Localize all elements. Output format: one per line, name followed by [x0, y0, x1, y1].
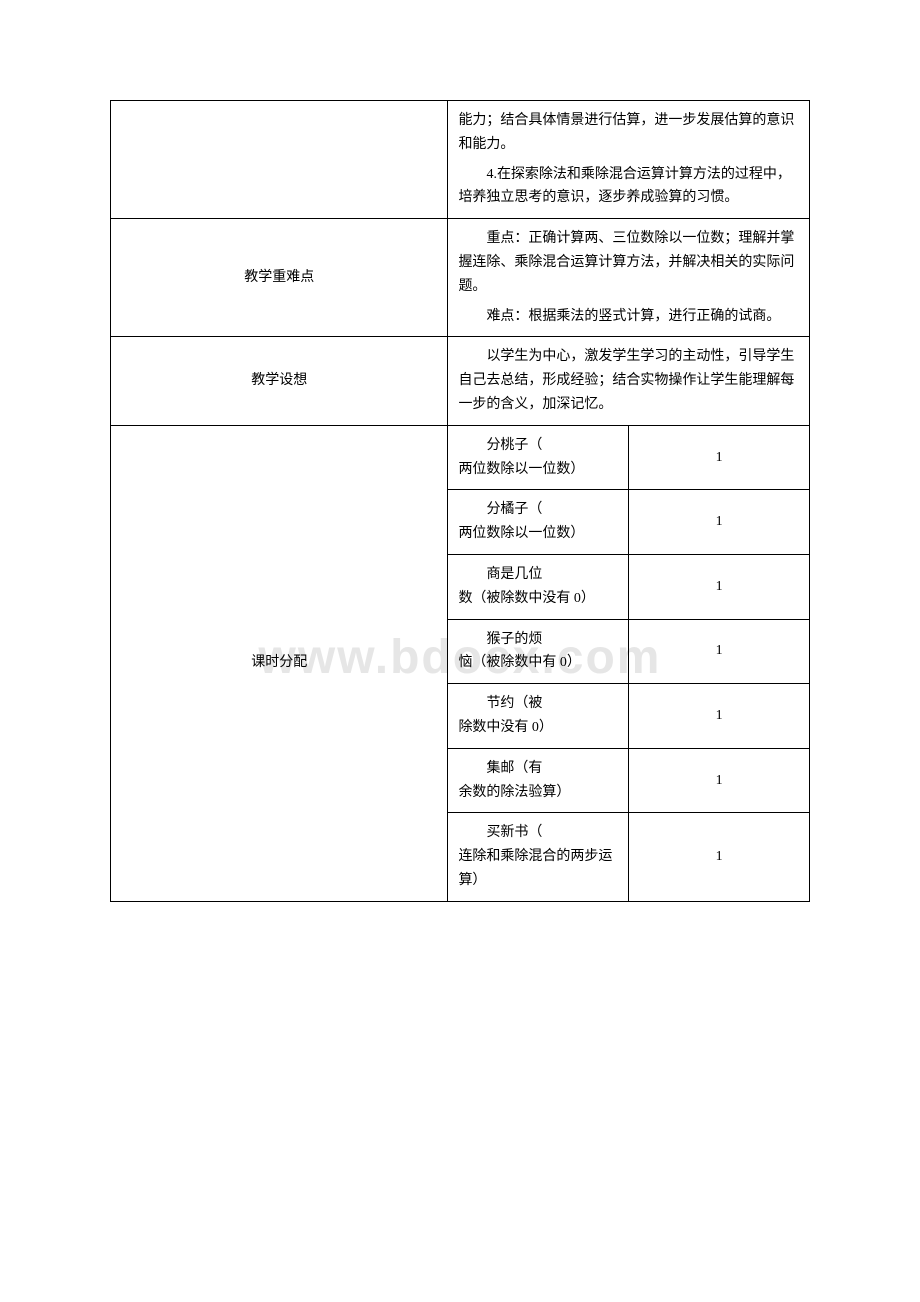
- schedule-topic: 猴子的烦恼（被除数中有 0）: [448, 619, 629, 684]
- table-row: 课时分配 分桃子（两位数除以一位数） 1: [111, 425, 810, 490]
- topic-rest: 连除和乘除混合的两步运算）: [458, 849, 612, 888]
- topic-rest: 恼（被除数中有 0）: [458, 655, 581, 670]
- topic-first-line: 节约（被: [458, 692, 618, 716]
- content-cell-difficulty: 重点：正确计算两、三位数除以一位数；理解并掌握连除、乘除混合运算计算方法，并解决…: [448, 219, 810, 337]
- table-row: 教学设想 以学生为中心，激发学生学习的主动性，引导学生自己去总结，形成经验；结合…: [111, 337, 810, 425]
- schedule-topic: 分橘子（ 两位数除以一位数）: [448, 490, 629, 555]
- paragraph: 4.在探索除法和乘除混合运算计算方法的过程中，培养独立思考的意识，逐步养成验算的…: [458, 163, 799, 211]
- paragraph: 难点：根据乘法的竖式计算，进行正确的试商。: [458, 305, 799, 329]
- schedule-hours: 1: [629, 748, 810, 813]
- topic-rest: 数（被除数中没有 0）: [458, 591, 595, 606]
- paragraph: 重点：正确计算两、三位数除以一位数；理解并掌握连除、乘除混合运算计算方法，并解决…: [458, 227, 799, 298]
- topic-rest: 除数中没有 0）: [458, 720, 553, 735]
- table-row: 教学重难点 重点：正确计算两、三位数除以一位数；理解并掌握连除、乘除混合运算计算…: [111, 219, 810, 337]
- schedule-hours: 1: [629, 425, 810, 490]
- topic-first-line: 集邮（有: [458, 757, 618, 781]
- schedule-topic: 集邮（有余数的除法验算）: [448, 748, 629, 813]
- topic-rest: 两位数除以一位数）: [458, 462, 584, 477]
- row-label-schedule: 课时分配: [111, 425, 448, 901]
- topic-first-line: 分桃子（: [458, 434, 618, 458]
- content-cell-design: 以学生为中心，激发学生学习的主动性，引导学生自己去总结，形成经验；结合实物操作让…: [448, 337, 810, 425]
- paragraph: 能力；结合具体情景进行估算，进一步发展估算的意识和能力。: [458, 109, 799, 157]
- schedule-hours: 1: [629, 619, 810, 684]
- schedule-hours: 1: [629, 813, 810, 901]
- schedule-hours: 1: [629, 684, 810, 749]
- topic-first-line: 分橘子（: [458, 498, 618, 522]
- schedule-hours: 1: [629, 490, 810, 555]
- paragraph: 以学生为中心，激发学生学习的主动性，引导学生自己去总结，形成经验；结合实物操作让…: [458, 345, 799, 416]
- topic-rest: 余数的除法验算）: [458, 785, 570, 800]
- row-label-design: 教学设想: [111, 337, 448, 425]
- schedule-topic: 分桃子（ 两位数除以一位数）: [448, 425, 629, 490]
- topic-first-line: 猴子的烦: [458, 628, 618, 652]
- empty-label-cell: [111, 101, 448, 219]
- lesson-plan-table: 能力；结合具体情景进行估算，进一步发展估算的意识和能力。 4.在探索除法和乘除混…: [110, 100, 810, 902]
- schedule-topic: 商是几位数（被除数中没有 0）: [448, 554, 629, 619]
- topic-first-line: 商是几位: [458, 563, 618, 587]
- topic-rest: 两位数除以一位数）: [458, 526, 584, 541]
- schedule-hours: 1: [629, 554, 810, 619]
- row-label-difficulty: 教学重难点: [111, 219, 448, 337]
- schedule-topic: 买新书（ 连除和乘除混合的两步运算）: [448, 813, 629, 901]
- topic-first-line: 买新书（: [458, 821, 618, 845]
- schedule-topic: 节约（被除数中没有 0）: [448, 684, 629, 749]
- content-cell-continuation: 能力；结合具体情景进行估算，进一步发展估算的意识和能力。 4.在探索除法和乘除混…: [448, 101, 810, 219]
- table-row: 能力；结合具体情景进行估算，进一步发展估算的意识和能力。 4.在探索除法和乘除混…: [111, 101, 810, 219]
- document-table-wrapper: 能力；结合具体情景进行估算，进一步发展估算的意识和能力。 4.在探索除法和乘除混…: [110, 100, 810, 902]
